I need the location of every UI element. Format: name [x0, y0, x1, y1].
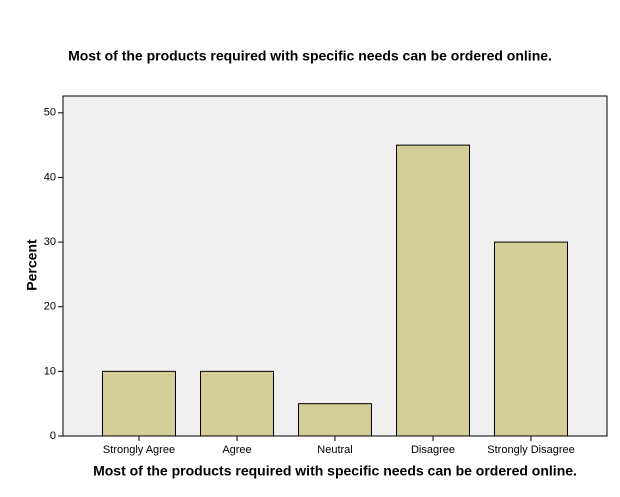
y-tick-label: 40 [44, 171, 56, 183]
y-tick-label: 50 [44, 107, 56, 119]
y-tick-label: 10 [44, 365, 56, 377]
y-axis-label: Percent [24, 239, 40, 291]
y-tick-label: 30 [44, 236, 56, 248]
x-tick-label: Strongly Disagree [487, 444, 574, 456]
bar [199, 370, 275, 437]
x-axis-label: Most of the products required with speci… [93, 463, 577, 479]
x-tick-label: Neutral [317, 444, 352, 456]
x-tick-label: Disagree [411, 444, 455, 456]
y-tick-label: 0 [50, 430, 56, 442]
x-tick-label: Agree [222, 444, 251, 456]
bar [101, 370, 177, 437]
bar [395, 144, 471, 437]
y-tick-label: 20 [44, 301, 56, 313]
bar [297, 403, 373, 437]
x-tick-label: Strongly Agree [103, 444, 175, 456]
chart-title: Most of the products required with speci… [68, 48, 552, 64]
bar [493, 241, 569, 437]
